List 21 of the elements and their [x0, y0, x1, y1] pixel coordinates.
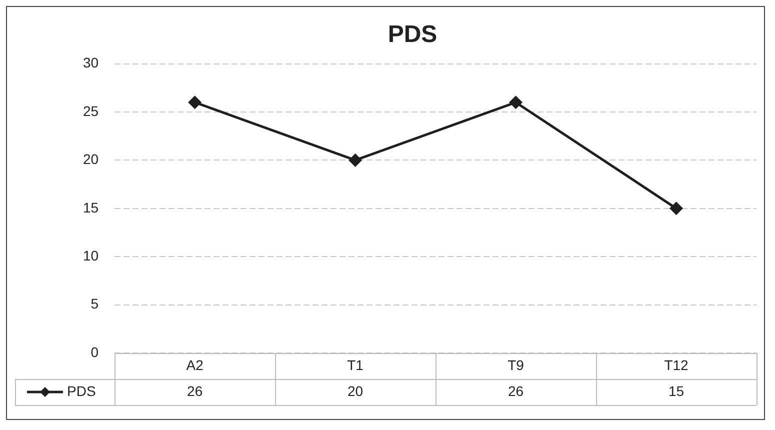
data-label: 26 [187, 382, 203, 399]
point [670, 202, 683, 215]
chart-title: PDS [388, 21, 438, 48]
y-tick-label: 5 [90, 296, 99, 312]
point [349, 154, 362, 166]
y-tick-label: 20 [82, 151, 99, 168]
y-tick-label: 30 [82, 54, 99, 71]
legend-label: PDS [67, 382, 96, 399]
y-tick-label: 15 [82, 199, 99, 216]
x-tick-label: A2 [186, 356, 204, 373]
data-label: 26 [508, 382, 524, 399]
x-tick-label: T12 [664, 356, 689, 373]
data-label: 15 [668, 382, 684, 399]
y-tick-label: 10 [82, 247, 99, 264]
y-tick-label: 25 [82, 102, 99, 119]
y-tick-label: 0 [90, 344, 99, 360]
x-tick-label: T1 [347, 356, 364, 373]
data-label: 20 [348, 382, 364, 399]
point [510, 96, 522, 109]
x-tick-label: T9 [508, 356, 524, 373]
point [188, 96, 202, 109]
